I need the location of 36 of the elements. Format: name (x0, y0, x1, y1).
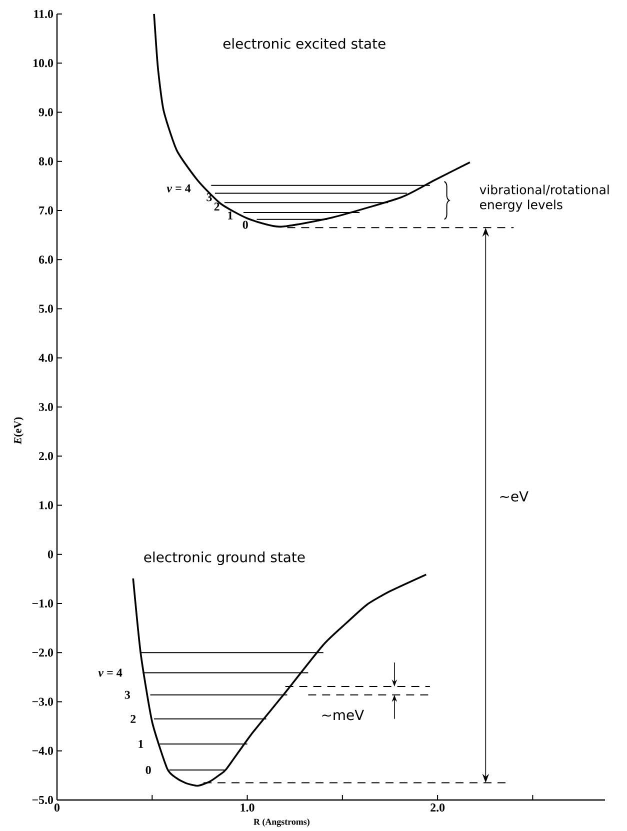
annotation: 3 (124, 690, 130, 699)
y-tick-label: −4.0 (32, 746, 54, 755)
annotation: 1 (228, 211, 233, 220)
y-tick-label: 2.0 (39, 452, 54, 460)
y-tick-label: 1.0 (39, 501, 54, 510)
x-axis-title: R (Angstroms) (254, 818, 310, 827)
annotation: 1 (138, 740, 144, 748)
y-tick-label: 9.0 (38, 108, 54, 116)
y-tick-label: −1.0 (32, 599, 54, 608)
y-tick-label: −2.0 (32, 648, 54, 657)
y-tick-label: 6.0 (38, 256, 54, 264)
annotation: vibrational/rotational energy levels (480, 184, 609, 212)
y-tick-label: −5.0 (32, 796, 54, 804)
x-tick-label: 0 (54, 804, 60, 812)
y-tick-label: −3.0 (32, 698, 54, 706)
annotation: 2 (130, 714, 136, 723)
y-tick-label: 11.0 (34, 10, 54, 18)
y-tick-label: 3.0 (38, 402, 54, 412)
annotation: ~eV (500, 491, 528, 502)
y-tick-label: 4.0 (38, 354, 54, 362)
annotation: electronic excited state (223, 38, 386, 49)
annotation: electronic ground state (144, 552, 305, 566)
annotation: 2 (214, 202, 220, 211)
y-axis-title: E(eV) (14, 417, 24, 444)
y-tick-label: 10.0 (34, 59, 54, 68)
annotation: 0 (146, 766, 151, 774)
annotation: v = 4 (166, 184, 191, 192)
y-tick-label: 7.0 (39, 206, 54, 215)
y-tick-label: 5.0 (39, 304, 54, 313)
y-tick-label: 8.0 (38, 157, 54, 166)
annotation: 0 (242, 220, 248, 229)
annotation: v = 4 (98, 668, 122, 677)
x-tick-label: 1.0 (240, 804, 254, 812)
annotation: ~meV (322, 710, 364, 720)
x-tick-label: 2.0 (430, 804, 445, 812)
y-tick-label: 0 (48, 550, 54, 558)
